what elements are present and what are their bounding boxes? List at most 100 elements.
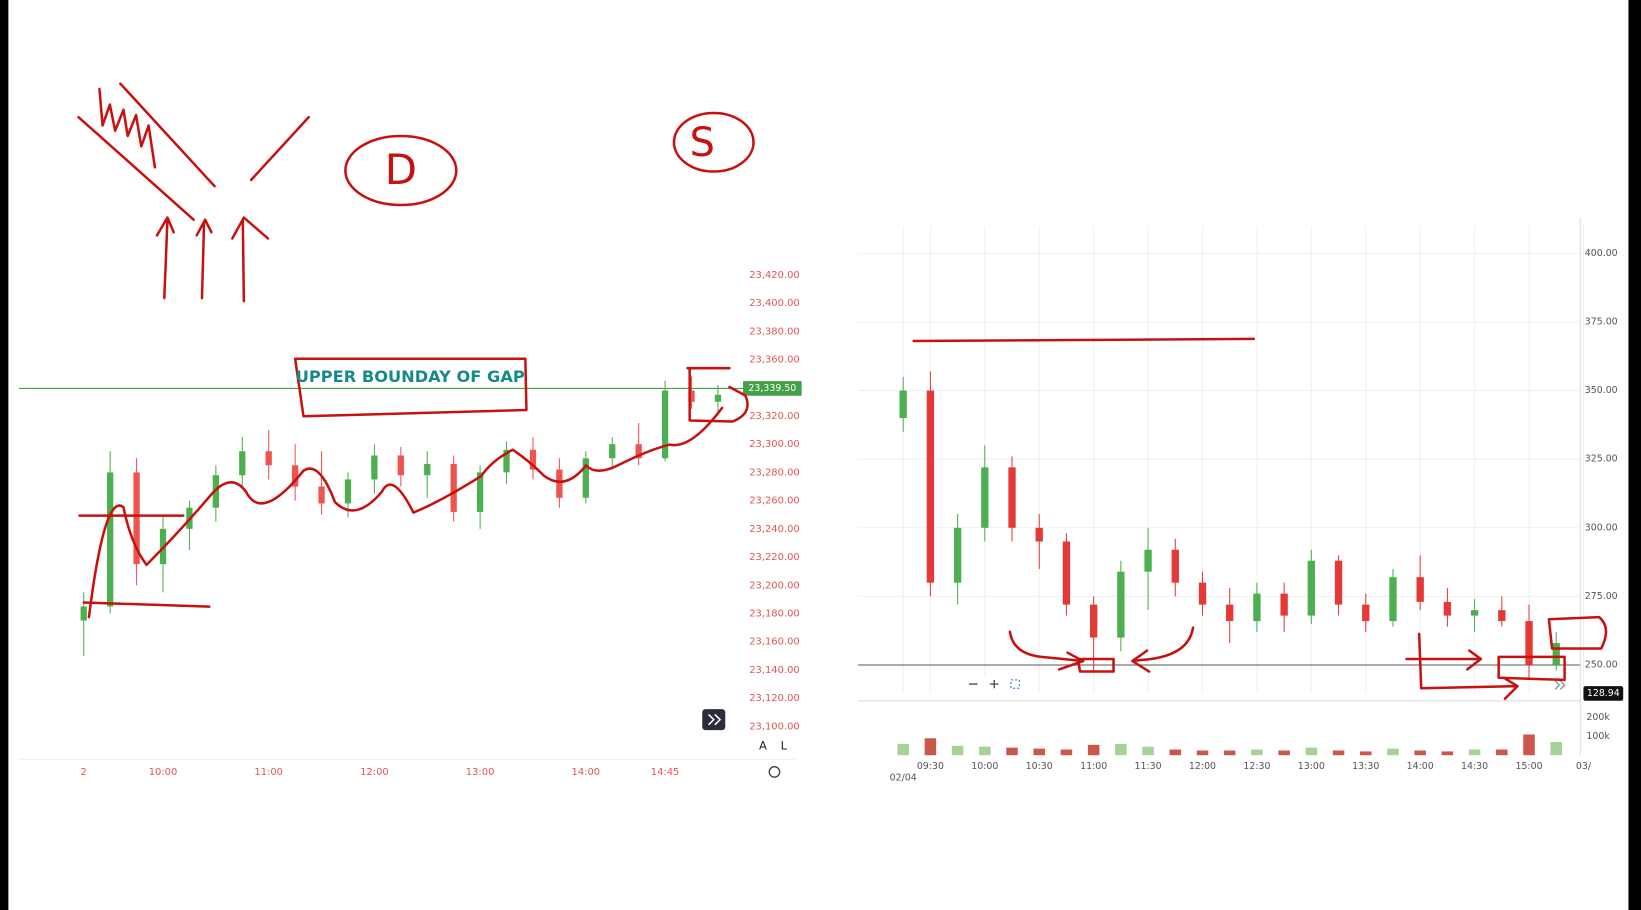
volume-bar [951, 745, 964, 756]
scroll-icon [707, 713, 722, 726]
x-tick-label: 13:00 [1298, 761, 1325, 772]
candle-body [1307, 560, 1315, 616]
volume-bar [1359, 751, 1372, 756]
candle-body [953, 527, 962, 583]
candle-body [1416, 577, 1424, 602]
volume-bar [1550, 742, 1562, 756]
volume-bar [1414, 750, 1426, 756]
ink-check [249, 115, 310, 182]
candle-body [503, 449, 510, 473]
y-tick-label: 23,160.00 [749, 637, 800, 648]
x-tick-label: 12:30 [1243, 761, 1270, 772]
y-tick-label: 23,280.00 [749, 467, 800, 478]
volume-bar [1278, 750, 1290, 756]
zoom-in[interactable] [990, 679, 999, 689]
volume-bar [1305, 747, 1318, 756]
x-tick-label: 14:00 [1407, 761, 1434, 772]
canvas [8, 0, 1629, 910]
ink-scribble [98, 87, 157, 169]
y-tick-label: 23,220.00 [749, 552, 800, 563]
candle-body [981, 467, 989, 528]
candle-body [239, 451, 246, 476]
volume-bar [1387, 748, 1399, 756]
price-tag-label: 128.94 [1587, 688, 1620, 699]
candle-body [1226, 604, 1234, 622]
candle-body [1144, 549, 1152, 572]
candle-body [1008, 467, 1016, 528]
volume-bar [1060, 749, 1073, 756]
ink-circle-s [672, 111, 755, 173]
ink-gap-line [912, 337, 1256, 343]
ink-letter-s: S [690, 120, 715, 166]
candle-body [1035, 527, 1043, 542]
volume-bar [979, 746, 991, 756]
volume-bar [1033, 748, 1045, 756]
x-tick-label: 09:30 [917, 761, 944, 772]
ink-letter-d: D [385, 145, 417, 194]
x-tick-label: 15:00 [1515, 761, 1542, 772]
y-tick-label: 23,260.00 [749, 496, 800, 507]
candle-body [899, 390, 907, 419]
y-tick-label: 23,300.00 [749, 439, 800, 450]
y-tick-label: 275.00 [1585, 591, 1618, 602]
candle-body [1198, 582, 1207, 605]
volume-bar [1523, 734, 1535, 756]
button-auto[interactable]: A [759, 738, 767, 752]
candle-body [1062, 541, 1071, 605]
volume-bar [1115, 743, 1127, 756]
ink-range [78, 514, 211, 608]
plots: 23,100.00 23,120.00 23,140.00 23,160.00 23,1… [18, 217, 1624, 784]
chart-controls: A L [702, 675, 1566, 778]
last-price-label: 23,339.50 [748, 383, 796, 394]
x-tick-label: 10:00 [149, 767, 178, 778]
candle-body [1389, 577, 1397, 622]
y-tick-label: 23,360.00 [749, 354, 800, 365]
button-log[interactable]: L [781, 738, 788, 752]
volume-bar [1142, 746, 1154, 756]
candle-body [476, 472, 484, 512]
candle-body [556, 469, 563, 498]
candle-body [661, 390, 669, 459]
candle-body [371, 455, 378, 480]
ink-boxes-right [1405, 615, 1608, 700]
candle-body [1280, 593, 1288, 616]
candle-body [397, 455, 404, 476]
x-tick-label: 12:00 [360, 767, 389, 778]
candle-body [1334, 560, 1343, 605]
y-tick-label: 23,420.00 [749, 270, 800, 281]
fullscreen[interactable] [1010, 679, 1020, 689]
candle-body [688, 390, 695, 402]
volume-bar [1223, 750, 1236, 756]
ink-circle-d [344, 134, 458, 207]
volume-tick-label: 200k [1586, 712, 1610, 723]
candle-body [1117, 571, 1125, 638]
x-tick-label: 10:00 [971, 761, 998, 772]
y-tick-label: 23,400.00 [749, 298, 800, 309]
volume-bar [1332, 750, 1345, 756]
ink-arrows-right [1008, 626, 1195, 673]
candle-body [609, 444, 616, 459]
y-tick-label: 400.00 [1585, 248, 1618, 259]
y-tick-label: 250.00 [1585, 659, 1618, 670]
x-tick-label: 2 [81, 767, 87, 778]
candle-body [318, 486, 325, 504]
y-tick-label: 23,320.00 [749, 411, 800, 422]
candle-body [1171, 549, 1179, 583]
x-tick-label: 02/04 [890, 773, 917, 784]
y-tick-label: 23,240.00 [749, 524, 800, 535]
candle-body [1552, 643, 1560, 665]
scroll-icon-2[interactable] [1554, 680, 1566, 690]
x-tick-label: 13:00 [466, 767, 495, 778]
settings-icon[interactable] [768, 766, 781, 778]
x-tick-label: 10:30 [1026, 761, 1053, 772]
candle-body [1443, 601, 1452, 616]
candle-body [1253, 593, 1261, 622]
candle-body [1525, 621, 1533, 665]
candle-body [1498, 610, 1506, 622]
candle-body [212, 475, 219, 508]
candle-body [714, 394, 722, 402]
volume-bar [924, 738, 937, 756]
volume-bar [1087, 744, 1100, 756]
candle-body [80, 606, 87, 621]
